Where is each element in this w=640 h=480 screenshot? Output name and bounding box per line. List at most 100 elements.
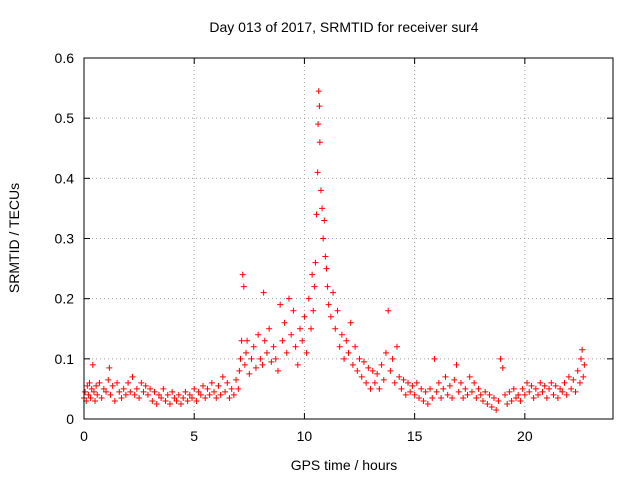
data-point [103,388,110,395]
data-point [169,388,176,395]
data-point [435,379,442,386]
data-point [158,394,165,401]
data-point [475,385,482,392]
data-point [539,388,546,395]
x-axis-label: GPS time / hours [291,457,398,473]
data-point [497,355,504,362]
data-point [510,385,517,392]
y-tick-label: 0.2 [55,291,75,307]
data-point [398,385,405,392]
data-point [433,388,440,395]
data-point [191,385,198,392]
data-point [438,394,445,401]
data-point [411,391,418,398]
data-point [336,343,343,350]
data-point [462,385,469,392]
data-point [464,391,471,398]
data-point [230,391,237,398]
data-point [84,382,91,389]
data-point [127,388,134,395]
data-point [184,397,191,404]
data-point [226,394,233,401]
data-point [274,367,281,374]
data-point [189,394,196,401]
data-point [369,367,376,374]
y-tick-label: 0.5 [55,110,75,126]
data-point [133,385,140,392]
data-point [151,388,158,395]
data-point [552,382,559,389]
data-point [323,265,330,272]
data-point [513,394,520,401]
data-point [290,307,297,314]
data-point [382,349,389,356]
data-point [314,169,321,176]
data-point [537,379,544,386]
data-point [240,283,247,290]
data-point [371,379,378,386]
data-point [98,394,105,401]
data-point [429,394,436,401]
data-point [519,385,526,392]
data-point [313,211,320,218]
data-point [138,379,145,386]
data-point [422,388,429,395]
data-point [301,313,308,320]
data-point [312,259,319,266]
data-point [546,385,553,392]
x-tick-label: 10 [297,428,313,444]
data-point [322,253,329,260]
data-point [149,397,156,404]
data-point [285,295,292,302]
data-point [93,382,100,389]
y-axis-label: SRMTID / TECUs [6,183,22,293]
plot-frame [83,57,614,420]
data-point [206,391,213,398]
data-point [283,349,290,356]
data-point [142,382,149,389]
data-point [164,391,171,398]
data-point [506,388,513,395]
data-point [548,379,555,386]
data-point [550,391,557,398]
data-point [235,385,242,392]
data-point [193,397,200,404]
data-point [122,391,129,398]
data-point [367,385,374,392]
data-point [391,379,398,386]
data-point [543,394,550,401]
data-point [477,391,484,398]
data-point [570,376,577,383]
data-point [171,394,178,401]
data-point [197,391,204,398]
y-tick-label: 0.3 [55,231,75,247]
data-point [413,379,420,386]
data-point [237,355,244,362]
data-point [442,373,449,380]
data-point [561,379,568,386]
data-point [277,301,284,308]
data-point [402,391,409,398]
data-point [155,391,162,398]
data-point [493,406,500,413]
data-point [303,349,310,356]
data-point [279,337,286,344]
data-point [222,388,229,395]
data-point [389,355,396,362]
data-point [508,397,515,404]
data-point [219,373,226,380]
data-point [387,367,394,374]
data-point [541,382,548,389]
data-point [106,364,113,371]
data-point [473,394,480,401]
data-point [202,394,209,401]
data-point [360,358,367,365]
data-point [416,394,423,401]
data-point [449,394,456,401]
data-point [105,376,112,383]
data-point [309,271,316,278]
data-point [332,325,339,332]
data-point [479,397,486,404]
data-point [490,394,497,401]
